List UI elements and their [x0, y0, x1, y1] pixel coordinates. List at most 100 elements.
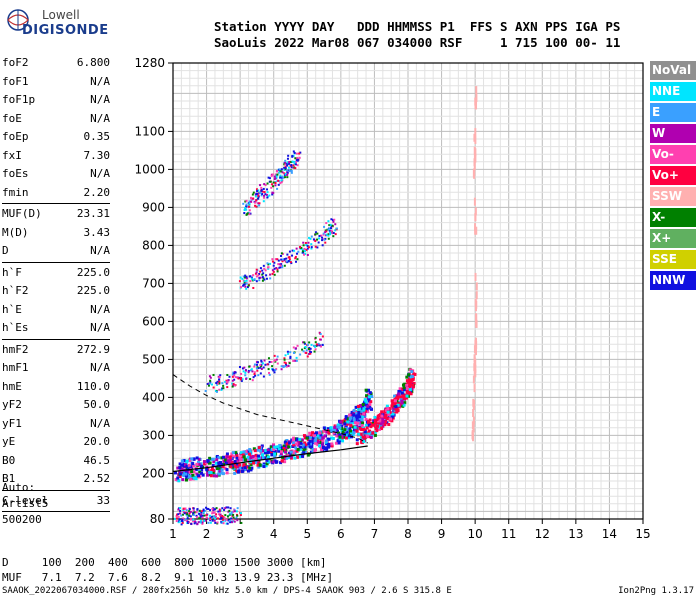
echo-point	[273, 450, 277, 454]
echo-point	[239, 276, 242, 279]
echo-point	[319, 333, 322, 336]
echo-point	[293, 166, 296, 169]
echo-point	[304, 443, 308, 447]
echo-point	[360, 435, 364, 439]
param-value: 33	[96, 493, 110, 507]
echo-point	[474, 135, 477, 144]
y-tick-label: 80	[150, 512, 165, 526]
echo-point	[316, 246, 319, 249]
echo-point	[254, 374, 257, 377]
echo-point	[242, 284, 245, 287]
echo-point	[191, 473, 195, 477]
echo-point	[359, 403, 363, 407]
echo-point	[390, 404, 394, 408]
echo-point	[259, 366, 262, 369]
echo-point	[290, 438, 294, 442]
echo-point	[316, 232, 319, 235]
echo-point	[228, 375, 231, 378]
legend-item-w: W	[650, 124, 696, 143]
echo-point	[316, 440, 320, 444]
echo-point	[347, 434, 351, 438]
echo-point	[388, 417, 392, 421]
echo-point	[289, 351, 292, 354]
echo-point	[324, 439, 328, 443]
echo-point	[276, 169, 279, 172]
echo-point	[216, 383, 219, 386]
echo-point	[231, 382, 234, 385]
echo-point	[364, 388, 368, 392]
echo-point	[231, 521, 234, 524]
echo-point	[208, 514, 211, 517]
echo-point	[210, 515, 213, 518]
echo-point	[275, 175, 278, 178]
echo-point	[213, 511, 216, 514]
echo-point	[350, 419, 354, 423]
echo-point	[253, 365, 256, 368]
echo-point	[240, 286, 243, 289]
param-value: N/A	[90, 74, 110, 88]
echo-point	[333, 424, 337, 428]
echo-point	[250, 277, 253, 280]
echo-point	[221, 519, 224, 522]
echo-point	[405, 394, 409, 398]
echo-point	[240, 377, 243, 380]
echo-point	[265, 193, 268, 196]
echo-point	[370, 395, 374, 399]
echo-point	[213, 515, 216, 518]
echo-point	[273, 175, 276, 178]
echo-point	[311, 448, 315, 452]
echo-point	[305, 436, 309, 440]
echo-point	[225, 471, 229, 475]
echo-point	[331, 436, 335, 440]
echo-point	[327, 437, 331, 441]
echo-point	[325, 230, 328, 233]
echo-point	[275, 460, 279, 464]
echo-point	[225, 452, 229, 456]
echo-point	[260, 189, 263, 192]
echo-point	[218, 461, 222, 465]
echo-point	[273, 459, 277, 463]
echo-point	[220, 520, 223, 523]
y-tick-label: 1280	[134, 56, 165, 70]
echo-point	[252, 286, 255, 289]
echo-point	[176, 476, 180, 480]
echo-point	[272, 181, 275, 184]
echo-point	[402, 397, 406, 401]
echo-point	[360, 409, 364, 413]
echo-point	[309, 433, 313, 437]
echo-point	[225, 455, 229, 459]
echo-point	[360, 424, 364, 428]
echo-point	[195, 462, 199, 466]
echo-point	[273, 178, 276, 181]
echo-point	[197, 521, 200, 524]
param-key: foF2	[2, 56, 29, 69]
echo-point	[233, 372, 236, 375]
param-row: M(D) 3.43	[2, 224, 110, 243]
echo-point	[349, 429, 353, 433]
echo-point	[321, 239, 324, 242]
echo-point	[293, 151, 296, 154]
echo-point	[176, 466, 180, 470]
echo-point	[351, 425, 355, 429]
echo-point	[283, 258, 286, 261]
echo-point	[350, 410, 354, 414]
echo-point	[269, 180, 272, 183]
echo-point	[224, 461, 228, 465]
echo-point	[261, 273, 264, 276]
echo-point	[311, 436, 315, 440]
echo-point	[189, 474, 193, 478]
echo-point	[179, 507, 182, 510]
echo-point	[200, 471, 204, 475]
echo-point	[323, 238, 326, 241]
echo-point	[235, 516, 238, 519]
echo-point	[243, 283, 246, 286]
echo-point	[316, 443, 320, 447]
echo-point	[292, 346, 295, 349]
echo-point	[256, 363, 259, 366]
echo-point	[284, 354, 287, 357]
echo-point	[252, 191, 255, 194]
x-tick-label: 8	[404, 527, 412, 541]
echo-point	[254, 461, 258, 465]
echo-point	[261, 449, 265, 453]
echo-point	[257, 189, 260, 192]
